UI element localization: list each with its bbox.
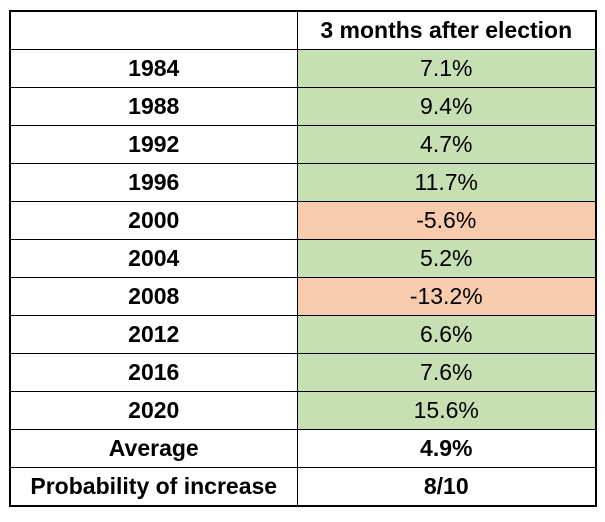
return-value-1996: 11.7% (296, 163, 597, 202)
year-label-2020: 2020 (9, 391, 298, 430)
year-label-1992: 1992 (9, 125, 298, 164)
header-row: 3 months after election (9, 10, 597, 50)
returns-table-container: 3 months after election 1984 7.1% 1988 9.4%… (9, 10, 597, 507)
table-row: 1996 11.7% (9, 163, 597, 202)
return-value-1984: 7.1% (296, 49, 597, 88)
summary-label-average: Average (9, 429, 298, 468)
table-row: 1988 9.4% (9, 87, 597, 126)
table-row: 2012 6.6% (9, 315, 597, 354)
table-body: 1984 7.1% 1988 9.4% 1992 4.7% 1996 11.7% 2000 -5.… (9, 49, 597, 507)
return-value-1988: 9.4% (296, 87, 597, 126)
summary-value-average: 4.9% (296, 429, 597, 468)
year-label-1988: 1988 (9, 87, 298, 126)
return-value-2004: 5.2% (296, 239, 597, 278)
year-label-2016: 2016 (9, 353, 298, 392)
table-row: 2004 5.2% (9, 239, 597, 278)
summary-row-probability-of-increase: Probability of increase 8/10 (9, 467, 597, 507)
table-row: 2000 -5.6% (9, 201, 597, 240)
return-value-2008: -13.2% (296, 277, 597, 316)
year-label-1996: 1996 (9, 163, 298, 202)
year-label-2012: 2012 (9, 315, 298, 354)
return-value-1992: 4.7% (296, 125, 597, 164)
table-row: 1984 7.1% (9, 49, 597, 88)
return-value-2020: 15.6% (296, 391, 597, 430)
table-row: 1992 4.7% (9, 125, 597, 164)
returns-table: 3 months after election 1984 7.1% 1988 9.4%… (9, 10, 597, 507)
summary-row-average: Average 4.9% (9, 429, 597, 468)
table-row: 2020 15.6% (9, 391, 597, 430)
return-value-2016: 7.6% (296, 353, 597, 392)
header-cell-3-months: 3 months after election (296, 10, 597, 50)
table-row: 2008 -13.2% (9, 277, 597, 316)
year-label-2004: 2004 (9, 239, 298, 278)
year-label-2000: 2000 (9, 201, 298, 240)
summary-value-probability-of-increase: 8/10 (296, 467, 597, 507)
table-row: 2016 7.6% (9, 353, 597, 392)
summary-label-probability-of-increase: Probability of increase (9, 467, 298, 507)
return-value-2000: -5.6% (296, 201, 597, 240)
year-label-1984: 1984 (9, 49, 298, 88)
header-cell-blank (9, 10, 298, 50)
year-label-2008: 2008 (9, 277, 298, 316)
return-value-2012: 6.6% (296, 315, 597, 354)
